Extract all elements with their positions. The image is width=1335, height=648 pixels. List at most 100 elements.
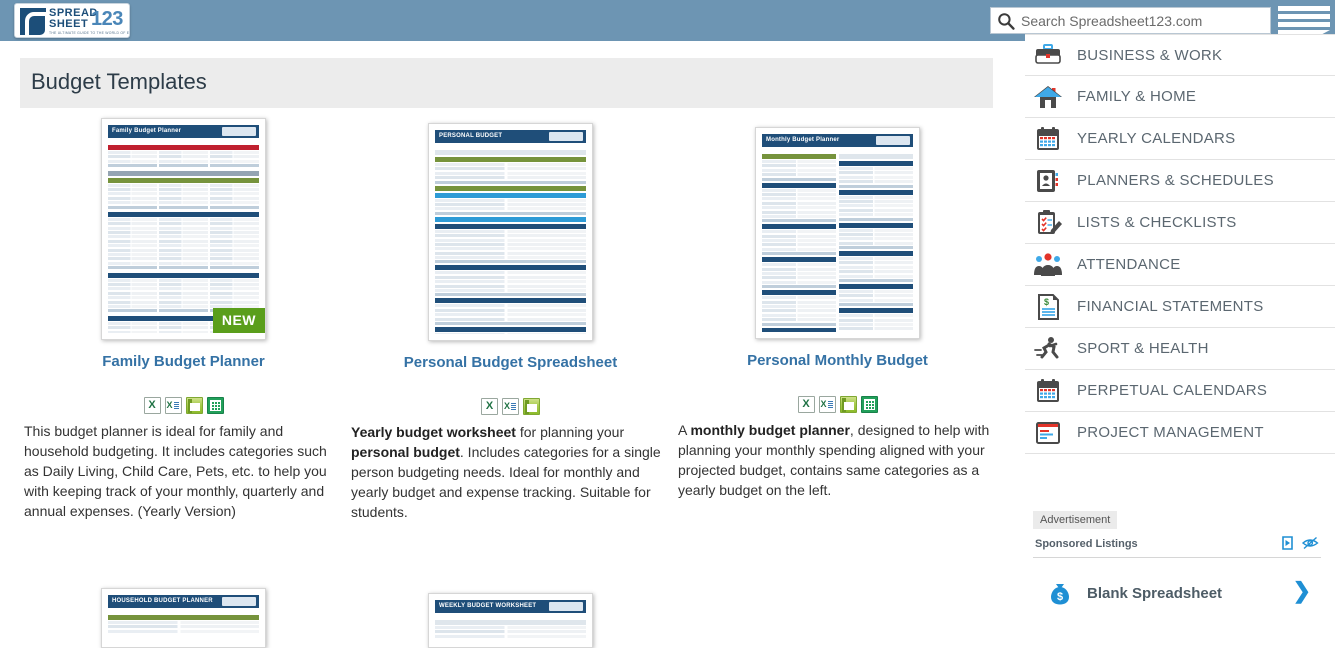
- template-thumbnail[interactable]: Family Budget Planner: [101, 118, 266, 340]
- sidebar-item-attendance[interactable]: ATTENDANCE: [1025, 244, 1335, 286]
- template-description: Yearly budget worksheet for planning you…: [351, 424, 661, 520]
- sidebar-item-label: BUSINESS & WORK: [1077, 46, 1223, 64]
- site-header: SPREAD SHEET 123 THE ULTIMATE GUIDE TO T…: [0, 0, 1335, 41]
- numbers-icon[interactable]: [523, 398, 540, 415]
- gantt-icon: [1033, 418, 1063, 448]
- sidebar-item-business-work[interactable]: BUSINESS & WORK: [1025, 34, 1335, 76]
- calendar-icon: [1033, 124, 1063, 154]
- template-description: A monthly budget planner, designed to he…: [678, 422, 990, 498]
- sponsored-listing-item[interactable]: $ Blank Spreadsheet ❯: [1033, 576, 1321, 610]
- people-icon: [1033, 250, 1063, 280]
- briefcase-icon: [1033, 40, 1063, 70]
- template-card: Monthly Budget Planner: [674, 118, 1001, 500]
- thumb-logo-icon: [876, 136, 910, 145]
- hide-ad-icon[interactable]: [1302, 536, 1319, 550]
- calendar-icon: [1033, 376, 1063, 406]
- planner-icon: [1033, 166, 1063, 196]
- logo-word-sheet: SHEET: [49, 18, 89, 30]
- format-icons: [674, 396, 1001, 413]
- template-title-link[interactable]: Personal Budget Spreadsheet: [403, 354, 618, 371]
- thumb-logo-icon: [549, 602, 583, 611]
- sidebar-item-label: FAMILY & HOME: [1077, 88, 1197, 105]
- format-icons: [347, 398, 674, 415]
- sidebar-item-lists-checklists[interactable]: LISTS & CHECKLISTS: [1025, 202, 1335, 244]
- numbers-icon[interactable]: [839, 396, 857, 413]
- logo-mark-icon: [20, 8, 49, 37]
- thumb-logo-icon: [549, 132, 583, 141]
- xls-icon[interactable]: [481, 398, 498, 415]
- template-description: This budget planner is ideal for family …: [24, 423, 327, 519]
- sponsored-listings-card: Sponsored Listings: [1033, 536, 1321, 610]
- gsheet-icon[interactable]: [206, 397, 224, 414]
- template-card: WEEKLY BUDGET WORKSHEET: [347, 588, 674, 648]
- template-card: HOUSEHOLD BUDGET PLANNER: [20, 588, 347, 648]
- sidebar: BUSINESS & WORK FAMILY & HOME: [1025, 34, 1335, 620]
- advertisement-block: Advertisement Sponsored Listings: [1033, 510, 1333, 610]
- thumb-title: PERSONAL BUDGET: [435, 130, 586, 143]
- sidebar-item-family-home[interactable]: FAMILY & HOME: [1025, 76, 1335, 118]
- logo-suffix-123: 123: [91, 8, 123, 30]
- thumb-logo-icon: [222, 127, 256, 136]
- document-dollar-icon: $: [1033, 292, 1063, 322]
- thumb-title: WEEKLY BUDGET WORKSHEET: [435, 600, 586, 613]
- advertisement-label: Advertisement: [1033, 511, 1118, 529]
- sidebar-item-yearly-calendars[interactable]: YEARLY CALENDARS: [1025, 118, 1335, 160]
- house-icon: [1033, 82, 1063, 112]
- thumb-logo-icon: [222, 597, 256, 606]
- xlt-icon[interactable]: [818, 396, 836, 413]
- sidebar-item-sport-health[interactable]: SPORT & HEALTH: [1025, 328, 1335, 370]
- sidebar-item-label: YEARLY CALENDARS: [1077, 130, 1236, 147]
- format-icons: [20, 397, 347, 414]
- search-input[interactable]: [1019, 8, 1269, 33]
- template-thumbnail[interactable]: PERSONAL BUDGET: [428, 123, 593, 341]
- xls-icon[interactable]: [143, 397, 161, 414]
- thumb-title: Monthly Budget Planner: [762, 134, 913, 147]
- search-icon: [998, 13, 1015, 30]
- chevron-right-icon[interactable]: ❯: [1292, 578, 1311, 603]
- runner-icon: [1033, 334, 1063, 364]
- thumb-title: Family Budget Planner: [108, 125, 259, 138]
- template-card: Family Budget Planner: [20, 118, 347, 521]
- sidebar-item-perpetual-calendars[interactable]: PERPETUAL CALENDARS: [1025, 370, 1335, 412]
- page-title: Budget Templates: [31, 69, 207, 94]
- sidebar-item-label: SPORT & HEALTH: [1077, 340, 1209, 357]
- sidebar-item-label: LISTS & CHECKLISTS: [1077, 214, 1237, 231]
- template-card: PERSONAL BUDGET: [347, 118, 674, 522]
- search-box[interactable]: [990, 7, 1271, 34]
- new-badge: NEW: [212, 308, 265, 333]
- clipboard-icon: [1033, 208, 1063, 238]
- template-title-link[interactable]: Family Budget Planner: [102, 353, 265, 370]
- svg-text:$: $: [1057, 591, 1063, 603]
- template-thumbnail[interactable]: Monthly Budget Planner: [755, 127, 920, 339]
- sponsored-listing-title: Blank Spreadsheet: [1087, 584, 1223, 602]
- thumb-title: HOUSEHOLD BUDGET PLANNER: [108, 595, 259, 608]
- template-row: Family Budget Planner: [20, 118, 1000, 588]
- sponsored-listings-label: Sponsored Listings: [1035, 538, 1138, 550]
- hamburger-menu-icon[interactable]: [1278, 6, 1330, 35]
- gsheet-icon[interactable]: [860, 396, 878, 413]
- svg-text:$: $: [1044, 297, 1049, 307]
- sidebar-item-financial-statements[interactable]: $ FINANCIAL STATEMENTS: [1025, 286, 1335, 328]
- money-bag-icon: $: [1047, 580, 1073, 606]
- sidebar-item-label: FINANCIAL STATEMENTS: [1077, 298, 1264, 315]
- numbers-icon[interactable]: [185, 397, 203, 414]
- template-title-link[interactable]: Personal Monthly Budget: [747, 352, 928, 369]
- sidebar-item-label: PERPETUAL CALENDARS: [1077, 382, 1268, 399]
- sidebar-item-project-management[interactable]: PROJECT MANAGEMENT: [1025, 412, 1335, 454]
- template-thumbnail[interactable]: HOUSEHOLD BUDGET PLANNER: [101, 588, 266, 648]
- xlt-icon[interactable]: [502, 398, 519, 415]
- template-thumbnail[interactable]: WEEKLY BUDGET WORKSHEET: [428, 593, 593, 648]
- template-row: HOUSEHOLD BUDGET PLANNER WEEKLY BUDGET W…: [20, 588, 1000, 648]
- adchoices-icon[interactable]: [1282, 536, 1298, 550]
- template-grid: Family Budget Planner: [20, 118, 1000, 648]
- sidebar-item-label: ATTENDANCE: [1077, 256, 1181, 273]
- main-content: Budget Templates Family Budget Planner: [0, 41, 1008, 648]
- xlt-icon[interactable]: [164, 397, 182, 414]
- page-title-bar: Budget Templates: [20, 58, 993, 108]
- sidebar-item-planners-schedules[interactable]: PLANNERS & SCHEDULES: [1025, 160, 1335, 202]
- sidebar-item-label: PLANNERS & SCHEDULES: [1077, 172, 1274, 189]
- logo-tagline: THE ULTIMATE GUIDE TO THE WORLD OF EXCEL: [49, 31, 130, 35]
- xls-icon[interactable]: [797, 396, 815, 413]
- sidebar-item-label: PROJECT MANAGEMENT: [1077, 424, 1264, 441]
- site-logo[interactable]: SPREAD SHEET 123 THE ULTIMATE GUIDE TO T…: [14, 3, 130, 38]
